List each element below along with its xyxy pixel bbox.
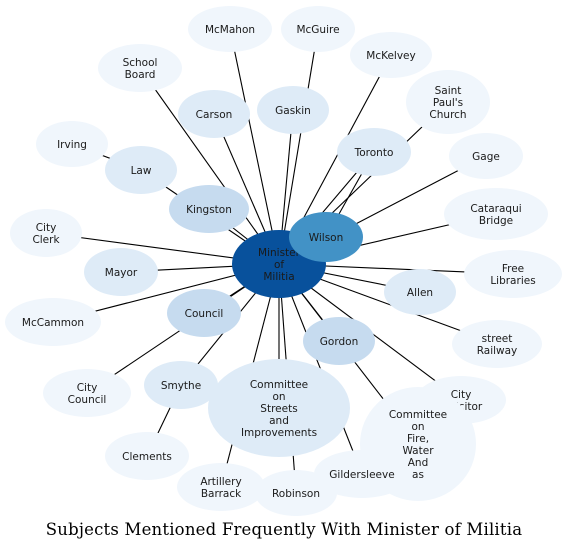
node-gage-label: Gage	[472, 151, 500, 163]
node-council-label: Council	[185, 308, 224, 320]
node-school-board-ellipse	[98, 44, 182, 92]
node-clements-ellipse	[105, 432, 189, 480]
node-street-railway-ellipse	[452, 320, 542, 368]
node-mcmahon: McMahon	[188, 6, 272, 52]
node-allen: Allen	[384, 269, 456, 315]
node-carson-label: Carson	[196, 109, 233, 121]
node-mayor-ellipse	[84, 248, 158, 296]
node-law-ellipse	[105, 146, 177, 194]
node-law: Law	[105, 146, 177, 194]
node-toronto-ellipse	[337, 128, 411, 176]
node-city-clerk-label: City Clerk	[32, 222, 60, 246]
node-mcguire-ellipse	[281, 6, 355, 52]
node-gildersleeve-label: Gildersleeve	[329, 469, 394, 481]
node-committee-streets-ellipse	[208, 359, 350, 457]
node-gordon-label: Gordon	[320, 336, 358, 348]
node-city-clerk: City Clerk	[10, 209, 82, 257]
node-artillery-barrack-ellipse	[177, 463, 265, 511]
node-carson: Carson	[178, 90, 250, 138]
node-gaskin-label: Gaskin	[275, 105, 311, 117]
node-committee-streets: Committee on Streets and Improvements	[208, 359, 350, 457]
node-wilson: Wilson	[289, 212, 363, 262]
node-mccammon-ellipse	[5, 298, 101, 346]
node-gage-ellipse	[449, 133, 523, 179]
node-saint-pauls-ellipse	[406, 70, 490, 134]
node-mcmahon-ellipse	[188, 6, 272, 52]
node-cataraqui-ellipse	[444, 188, 548, 240]
node-irving-label: Irving	[57, 139, 87, 151]
node-irving: Irving	[36, 121, 108, 167]
node-committee-fire-label: Committee on Fire, Water And as	[389, 409, 447, 481]
edge-minister-mcmahon	[229, 28, 280, 265]
diagram-caption: Subjects Mentioned Frequently With Minis…	[45, 520, 523, 539]
node-gordon: Gordon	[303, 317, 375, 365]
edge-minister-mcguire	[278, 28, 319, 265]
node-mayor: Mayor	[84, 248, 158, 296]
node-gaskin: Gaskin	[257, 86, 329, 134]
node-saint-pauls: Saint Paul's Church	[406, 70, 490, 134]
node-gildersleeve: Gildersleeve	[314, 450, 410, 498]
nodes-layer: McMahon McGuire McKelvey School Board Saint Pa…	[5, 6, 562, 516]
node-toronto-label: Toronto	[354, 147, 394, 159]
node-free-libraries-label: Free Libraries	[490, 263, 535, 287]
node-committee-streets-label: Committee on Streets and Improvements	[241, 379, 317, 439]
node-mckelvey: McKelvey	[350, 32, 432, 78]
node-wilson-label: Wilson	[309, 232, 344, 244]
node-free-libraries: Free Libraries	[464, 250, 562, 298]
network-graph: McMahon McGuire McKelvey School Board Saint Pa…	[5, 6, 562, 516]
node-clements-label: Clements	[122, 451, 172, 463]
edge-minister-school_board	[139, 67, 280, 265]
node-kingston-label: Kingston	[186, 204, 232, 216]
node-cataraqui: Cataraqui Bridge	[444, 188, 548, 240]
node-mccammon: McCammon	[5, 298, 101, 346]
node-mayor-label: Mayor	[105, 267, 138, 279]
node-school-board-label: School Board	[123, 57, 158, 81]
node-kingston-ellipse	[169, 185, 249, 233]
node-gildersleeve-ellipse	[314, 450, 410, 498]
node-mccammon-label: McCammon	[22, 317, 84, 329]
node-carson-ellipse	[178, 90, 250, 138]
node-mcguire: McGuire	[281, 6, 355, 52]
node-robinson-label: Robinson	[272, 488, 320, 500]
node-artillery-barrack: Artillery Barrack	[177, 463, 265, 511]
node-mcguire-label: McGuire	[296, 24, 339, 36]
node-council: Council	[167, 289, 241, 337]
node-council-ellipse	[167, 289, 241, 337]
node-city-clerk-ellipse	[10, 209, 82, 257]
node-mckelvey-ellipse	[350, 32, 432, 78]
node-school-board: School Board	[98, 44, 182, 92]
node-free-libraries-ellipse	[464, 250, 562, 298]
node-city-council: City Council	[43, 369, 131, 417]
node-toronto: Toronto	[337, 128, 411, 176]
node-gage: Gage	[449, 133, 523, 179]
node-wilson-ellipse	[289, 212, 363, 262]
node-cataraqui-label: Cataraqui Bridge	[470, 203, 521, 227]
node-smythe-label: Smythe	[161, 380, 201, 392]
node-smythe-ellipse	[144, 361, 218, 409]
node-street-railway-label: street Railway	[477, 333, 518, 357]
node-mckelvey-label: McKelvey	[366, 50, 415, 62]
node-kingston: Kingston	[169, 185, 249, 233]
node-allen-ellipse	[384, 269, 456, 315]
node-city-council-ellipse	[43, 369, 131, 417]
node-gordon-ellipse	[303, 317, 375, 365]
node-mcmahon-label: McMahon	[205, 24, 255, 36]
node-law-label: Law	[131, 165, 152, 177]
node-gaskin-ellipse	[257, 86, 329, 134]
node-irving-ellipse	[36, 121, 108, 167]
node-street-railway: street Railway	[452, 320, 542, 368]
node-city-council-label: City Council	[68, 382, 107, 406]
node-allen-label: Allen	[407, 287, 433, 299]
node-clements: Clements	[105, 432, 189, 480]
node-saint-pauls-label: Saint Paul's Church	[429, 85, 466, 121]
node-minister-label: Minister of Militia	[258, 247, 301, 283]
node-artillery-barrack-label: Artillery Barrack	[200, 476, 242, 500]
node-smythe: Smythe	[144, 361, 218, 409]
